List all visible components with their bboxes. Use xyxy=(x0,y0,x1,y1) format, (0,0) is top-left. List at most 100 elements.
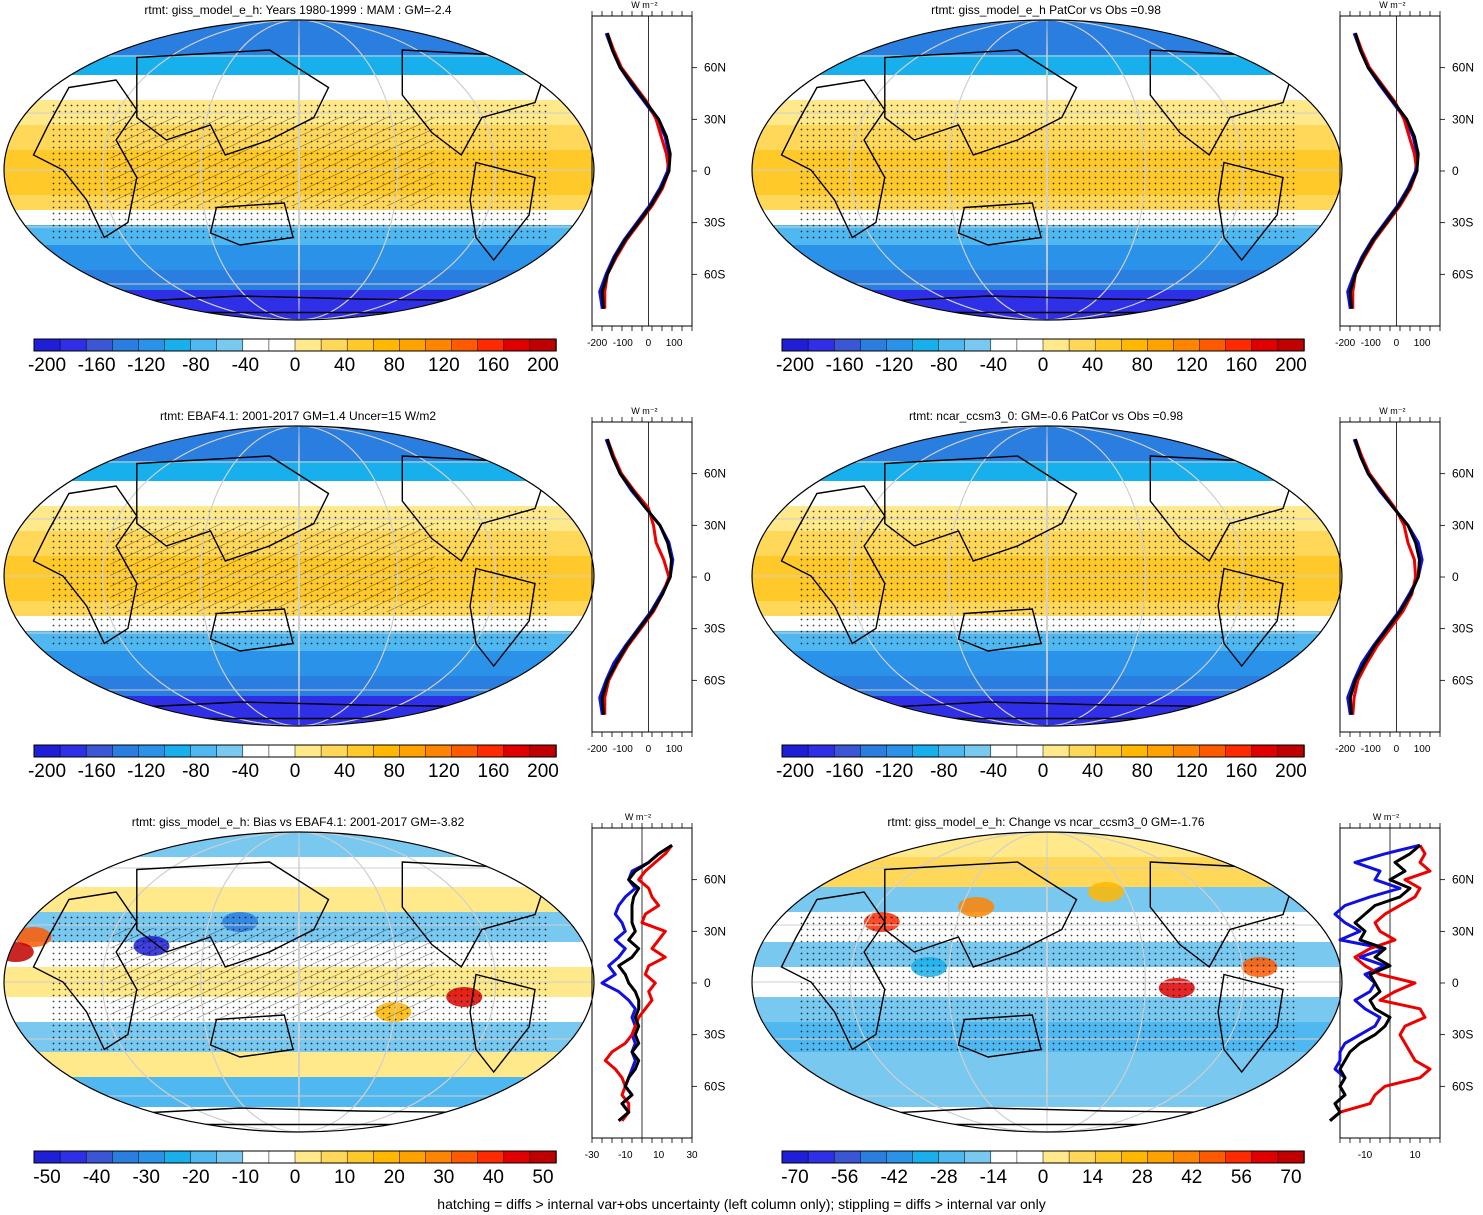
colorbar-tick-label: 80 xyxy=(384,761,405,782)
colorbar-swatch xyxy=(138,1150,166,1164)
colorbar-swatch xyxy=(373,338,401,352)
map-border xyxy=(751,831,1343,1133)
map-border xyxy=(3,831,595,1133)
colorbar-swatch xyxy=(807,1150,835,1164)
colorbar-swatch xyxy=(59,1150,87,1164)
map-panel: rtmt: EBAF4.1: 2001-2017 GM=1.4 Uncer=15… xyxy=(0,406,735,806)
profile-series-black xyxy=(1329,844,1421,1122)
profile-unit-label: W m⁻² xyxy=(631,406,657,416)
map-field xyxy=(752,20,1342,320)
colorbar-tick-label: -28 xyxy=(930,1167,957,1188)
colorbar-swatch xyxy=(294,744,322,758)
coastline xyxy=(884,49,1078,156)
coastline xyxy=(957,608,1042,652)
coastline xyxy=(32,485,138,645)
profile-x-tick-label: 10 xyxy=(1409,1150,1421,1161)
colorbar-swatch xyxy=(33,744,61,758)
map-field xyxy=(4,20,594,320)
colorbar-swatch xyxy=(190,338,218,352)
colorbar-tick-label: 70 xyxy=(1280,1167,1301,1188)
colorbar-swatch xyxy=(1277,338,1305,352)
colorbar-swatch xyxy=(242,338,270,352)
colorbar-swatch xyxy=(781,338,809,352)
colorbar-swatch xyxy=(346,744,375,758)
profile-lat-label: 60S xyxy=(704,267,725,281)
colorbar-swatch xyxy=(268,338,296,352)
colorbar-swatch xyxy=(320,1150,348,1164)
profile-series-red xyxy=(603,844,674,1122)
colorbar-swatch xyxy=(1147,1150,1175,1164)
panel-title: rtmt: giss_model_e_h PatCor vs Obs =0.98 xyxy=(931,3,1161,17)
colorbar-swatch xyxy=(59,338,87,352)
colorbar: -70 -56 -42 -28 -14 0 14 28 42 56 70 xyxy=(781,1150,1305,1188)
colorbar-swatch xyxy=(59,744,87,758)
panel-title: rtmt: giss_model_e_h: Years 1980-1999 : … xyxy=(144,3,452,17)
profile-lat-label: 60N xyxy=(1452,467,1474,481)
profile-x-tick-label: -10 xyxy=(1358,1150,1373,1161)
colorbar-tick-label: 160 xyxy=(478,355,510,376)
colorbar-tick-label: 40 xyxy=(1082,355,1103,376)
profile-x-tick-label: -100 xyxy=(613,744,633,755)
colorbar-swatch xyxy=(216,744,244,758)
colorbar: -200 -160 -120 -80 -40 0 40 80 120 160 200 xyxy=(776,338,1307,376)
profile-x-tick-label: -200 xyxy=(1335,338,1355,349)
colorbar-swatch xyxy=(529,744,557,758)
colorbar-tick-label: -80 xyxy=(182,761,209,782)
colorbar-tick-label: 80 xyxy=(384,355,405,376)
profile-lat-label: 30N xyxy=(704,112,726,126)
colorbar-tick-label: -120 xyxy=(875,355,913,376)
colorbar-tick-label: -10 xyxy=(232,1167,259,1188)
colorbar-swatch xyxy=(1068,744,1096,758)
profile-lat-label: 60S xyxy=(1452,267,1473,281)
profile-lat-label: 0 xyxy=(704,570,711,584)
map-field xyxy=(752,832,1342,1132)
colorbar-swatch xyxy=(268,1150,296,1164)
zonal-mean-profile: W m⁻² 60N 30N 0 30S 60S -200 -100 0 100 xyxy=(587,406,726,755)
colorbar-swatch xyxy=(320,338,348,352)
profile-x-tick-label: -200 xyxy=(587,338,607,349)
profile-lat-label: 60S xyxy=(1452,1079,1473,1093)
profile-lat-label: 60N xyxy=(704,467,726,481)
colorbar-tick-label: 40 xyxy=(1082,761,1103,782)
colorbar-swatch xyxy=(1147,338,1175,352)
colorbar-swatch xyxy=(938,338,966,352)
zonal-mean-profile: W m⁻² 60N 30N 0 30S 60S -30 -10 10 30 xyxy=(585,812,726,1161)
profile-x-tick-label: 0 xyxy=(646,338,652,349)
world-map xyxy=(3,831,595,1133)
colorbar-swatch xyxy=(425,1150,453,1164)
profile-lat-label: 60N xyxy=(1452,61,1474,75)
profile-lat-label: 60S xyxy=(704,673,725,687)
colorbar-swatch xyxy=(425,744,453,758)
map-panel: rtmt: giss_model_e_h: Years 1980-1999 : … xyxy=(0,0,735,400)
profile-x-tick-label: -100 xyxy=(613,338,633,349)
world-map xyxy=(751,831,1343,1133)
colorbar-tick-label: -40 xyxy=(232,355,259,376)
profile-lat-label: 30N xyxy=(1452,924,1474,938)
colorbar-swatch xyxy=(33,1150,61,1164)
colorbar-swatch xyxy=(164,1150,192,1164)
colorbar-tick-label: -120 xyxy=(127,355,165,376)
profile-lat-label: 30S xyxy=(704,1028,725,1042)
map-field xyxy=(752,426,1342,726)
colorbar-swatch xyxy=(912,1150,940,1164)
colorbar-swatch xyxy=(190,744,218,758)
colorbar-swatch xyxy=(503,1150,531,1164)
colorbar-swatch xyxy=(781,1150,809,1164)
colorbar: -200 -160 -120 -80 -40 0 40 80 120 160 200 xyxy=(28,338,559,376)
profile-unit-label: W m⁻² xyxy=(1379,0,1405,10)
coastline xyxy=(32,79,138,239)
coastline xyxy=(780,485,886,645)
profile-lat-label: 30S xyxy=(704,622,725,636)
coastline xyxy=(136,861,330,968)
colorbar-tick-label: 120 xyxy=(1176,355,1208,376)
colorbar-swatch xyxy=(964,1150,992,1164)
colorbar-tick-label: 56 xyxy=(1231,1167,1252,1188)
colorbar-tick-label: -200 xyxy=(776,761,814,782)
colorbar-swatch xyxy=(164,744,192,758)
coastline xyxy=(136,455,330,562)
colorbar-swatch xyxy=(399,338,427,352)
colorbar-swatch xyxy=(346,338,375,352)
coastline xyxy=(957,1014,1042,1058)
colorbar: -50 -40 -30 -20 -10 0 10 20 30 40 50 xyxy=(33,1150,557,1188)
colorbar-tick-label: -80 xyxy=(182,355,209,376)
